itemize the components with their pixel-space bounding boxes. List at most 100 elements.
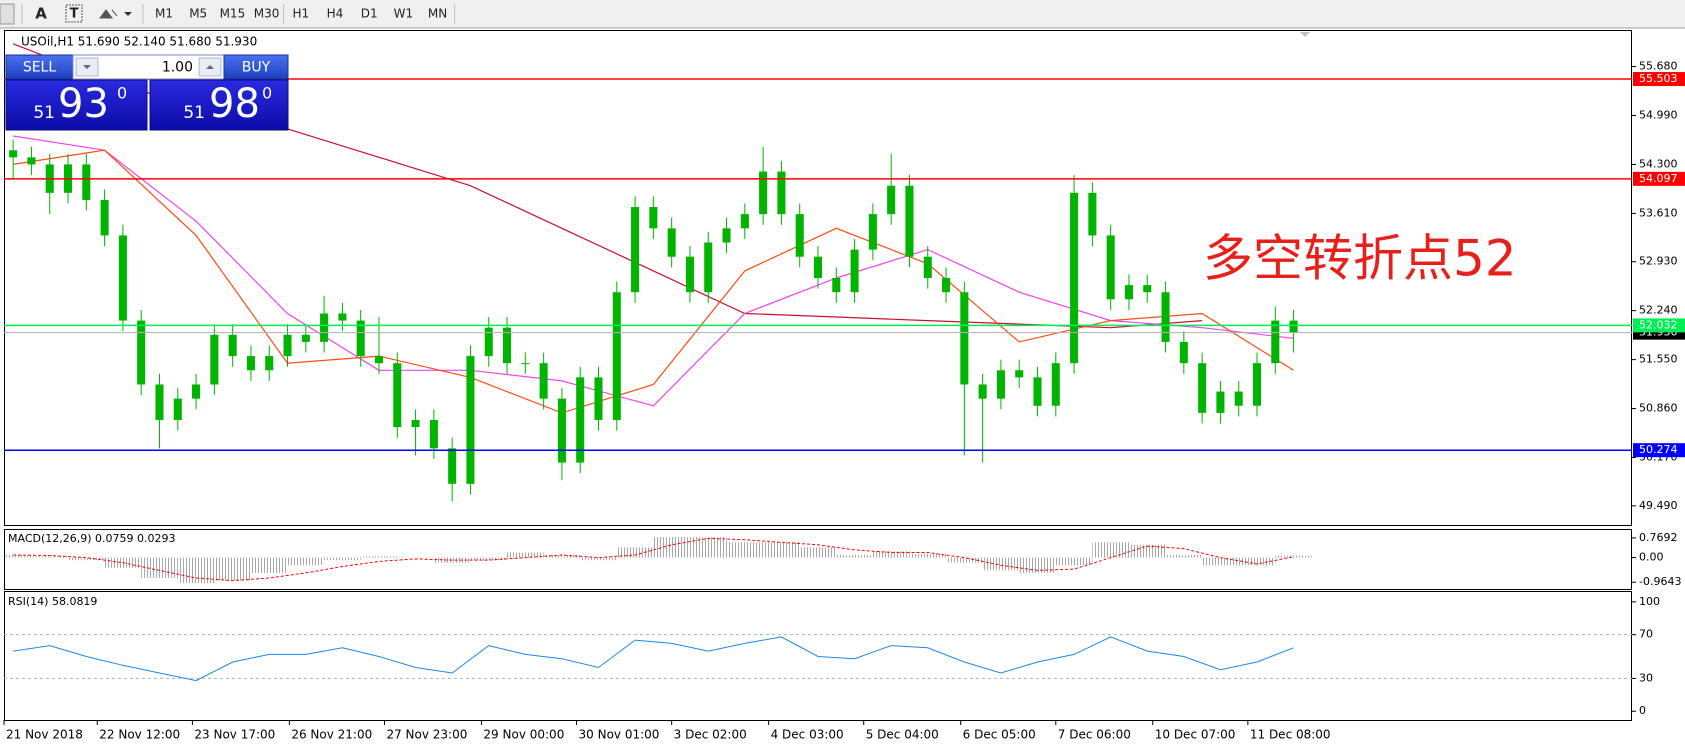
label-tool[interactable]: T [70,7,79,22]
y-tick-label: 55.680 [1639,59,1678,72]
y-tick-label: 52.930 [1639,255,1678,268]
price-level-tag-bg [1633,171,1685,186]
rsi-plot [4,634,1632,682]
candle-body [1015,370,1024,378]
candle-body [942,278,951,293]
candle-body [210,334,219,385]
y-tick-label: 49.490 [1639,499,1678,512]
x-tick-label: 22 Nov 12:00 [99,728,180,742]
candle-body [1252,363,1262,406]
timeframe-button[interactable]: H1 [292,7,309,21]
macd-histogram-bar [689,537,727,558]
candle-body [704,242,713,293]
ask-box[interactable] [149,79,289,131]
shapes-tool[interactable] [99,9,118,19]
buy-button[interactable] [223,54,289,80]
shift-marker [1300,32,1310,37]
candle-body [265,356,274,371]
candle-body [137,320,146,385]
text-tool[interactable]: A [35,5,47,23]
y-tick-label: 54.990 [1639,108,1678,121]
macd-panel-frame [4,529,1632,590]
candle-body [868,214,877,250]
timeframe-button[interactable]: MN [428,7,447,21]
rsi-title: RSI(14) 58.0819 [8,595,97,608]
timeframe-button[interactable]: M15 [220,7,246,21]
macd-plot [4,537,1312,584]
y-tick-label: 30 [1639,671,1653,684]
timeframe-button[interactable]: D1 [361,7,378,21]
chart-bg [0,29,1685,748]
timeframe-button[interactable]: M1 [155,7,173,21]
candle-body [155,384,164,420]
timeframe-button[interactable]: W1 [394,7,414,21]
macd-histogram-bar [470,557,508,561]
macd-histogram-bar [763,542,800,558]
candle-body [1124,285,1133,300]
candle-body [118,235,127,321]
moving-average [13,149,1294,414]
rsi-line [13,636,1294,682]
macd-histogram-bar [1275,555,1312,558]
price-level-tag-bg [1633,443,1685,458]
macd-histogram-bar [543,555,581,558]
macd-histogram-bar [799,547,837,558]
timeframe-button[interactable]: M5 [189,7,207,21]
x-tick-label: 5 Dec 04:00 [866,728,939,742]
price-level-tag: 55.503 [1639,72,1678,85]
candle-body [374,356,384,364]
candle-body [338,313,347,321]
price-level-tag: 54.097 [1639,172,1678,185]
bid-pip: 0 [117,84,127,103]
timeframe-button[interactable]: M30 [254,7,280,21]
y-tick-label: 0.00 [1639,551,1664,564]
candle-body [631,207,640,293]
macd-histogram-bar [507,552,544,558]
candle-body [466,356,475,484]
main-panel-frame [4,30,1632,526]
x-tick-label: 11 Dec 08:00 [1250,728,1331,742]
candle-body [228,334,237,357]
candle-body [1289,320,1298,333]
y-tick-label: 52.240 [1639,304,1678,317]
y-tick-label: 50.860 [1639,402,1678,415]
candle-body [27,157,36,165]
candle-body [448,448,457,484]
volume-value[interactable]: 1.00 [162,60,193,76]
candle-body [594,377,603,420]
candle-body [557,398,566,463]
macd-histogram-bar [872,551,910,558]
x-tick-label: 3 Dec 02:00 [674,728,747,742]
candle-body [978,384,987,399]
candle-body [1051,363,1060,406]
bid-box[interactable] [5,79,148,131]
candle-body [320,313,329,342]
macd-histogram-bar [1055,557,1093,566]
candle-body [1106,235,1115,300]
price-level-tag: 52.032 [1639,318,1678,331]
candle-body [484,327,493,357]
moving-average [13,135,1294,407]
macd-histogram-bar [580,557,617,561]
dropdown-arrow[interactable] [124,12,132,16]
y-tick-label: 0 [1639,704,1646,717]
timeframe-button[interactable]: H4 [327,7,344,21]
sell-button[interactable] [5,54,74,80]
x-tick-label: 7 Dec 06:00 [1058,728,1131,742]
chart-title: USOil,H1 51.690 52.140 51.680 51.930 [21,35,257,49]
candle-body [795,214,804,257]
tool-icon[interactable] [0,3,15,25]
price-level-tag-bg [1633,318,1685,333]
candle-body [740,214,749,229]
macd-histogram-bar [250,557,288,573]
macd-signal [13,537,1294,582]
candle-body [1143,285,1152,293]
sell-label[interactable]: SELL [23,60,57,76]
buy-label[interactable]: BUY [242,60,271,76]
candle-body [722,228,731,243]
candle-body [1234,391,1243,406]
macd-histogram-bar [4,555,32,558]
macd-histogram-bar [214,557,251,581]
